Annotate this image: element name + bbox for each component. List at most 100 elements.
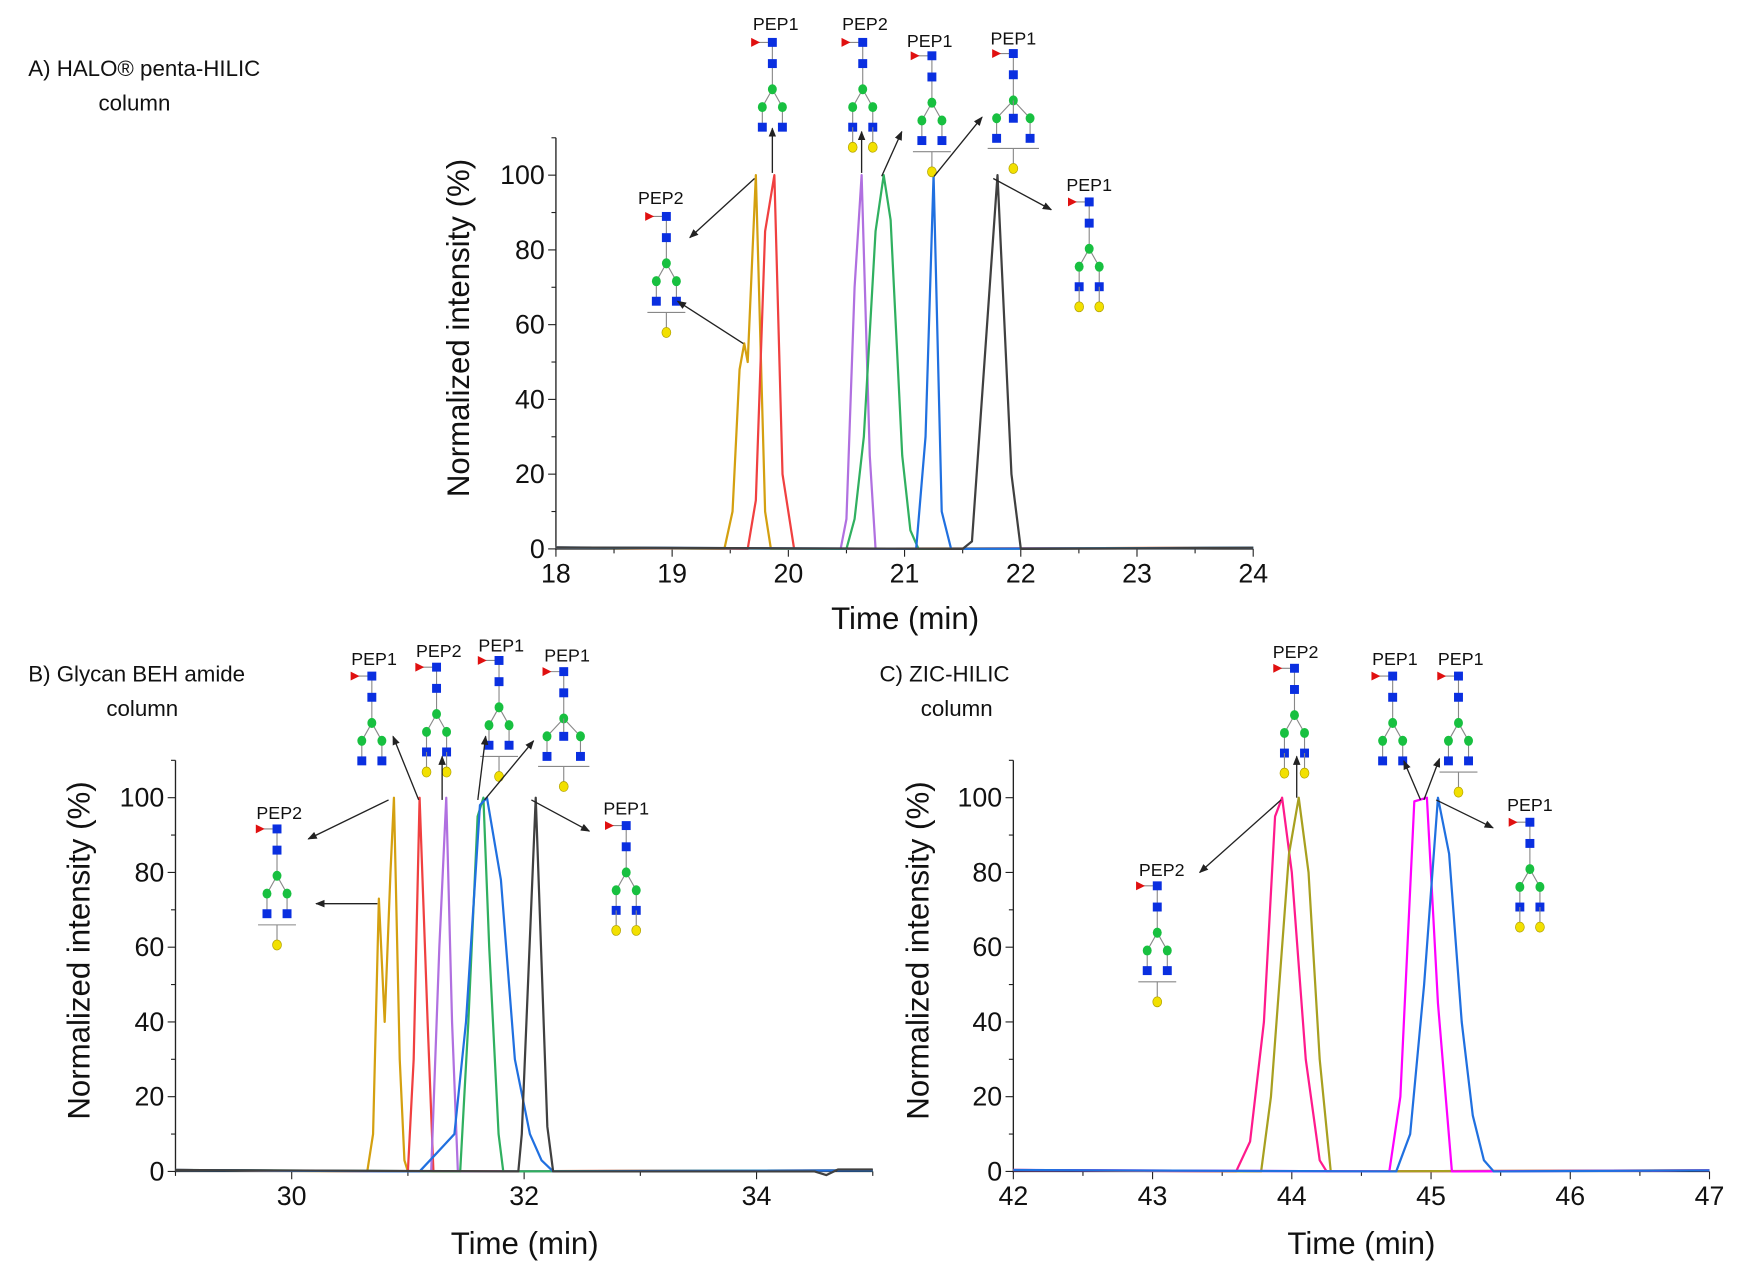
y-tick-label: 60 bbox=[515, 310, 545, 340]
x-axis-title: Time (min) bbox=[451, 1226, 599, 1261]
x-tick-label: 32 bbox=[509, 1181, 539, 1211]
series-line-4 bbox=[555, 174, 1254, 551]
series-line-5 bbox=[555, 174, 1254, 551]
peak-annotation-label: PEP1 bbox=[1066, 175, 1112, 195]
panel-title-line2: column bbox=[921, 696, 993, 721]
panel-title-line2: column bbox=[106, 696, 178, 721]
peak-annotation-label: PEP1 bbox=[544, 646, 590, 666]
y-tick-label: 20 bbox=[135, 1082, 165, 1112]
series-line-1 bbox=[175, 796, 873, 1173]
series-line-6 bbox=[175, 796, 873, 1177]
series-line-1 bbox=[555, 174, 1254, 551]
glycan-structure-icon bbox=[255, 824, 296, 951]
y-tick-label: 80 bbox=[515, 235, 545, 265]
glycan-structure-icon bbox=[415, 662, 452, 778]
x-tick-label: 20 bbox=[773, 558, 803, 588]
series-line-3 bbox=[555, 174, 1254, 551]
y-axis-title: Normalized intensity (%) bbox=[901, 781, 936, 1119]
series-line-1 bbox=[1013, 796, 1710, 1173]
glycan-structure-icon bbox=[605, 821, 642, 936]
glycan-structure-icon bbox=[751, 37, 787, 132]
x-tick-label: 45 bbox=[1416, 1181, 1446, 1211]
x-tick-label: 46 bbox=[1555, 1181, 1585, 1211]
annotation-arrow bbox=[392, 735, 420, 801]
glycan-structure-icon bbox=[987, 49, 1040, 174]
y-tick-label: 80 bbox=[972, 857, 1002, 887]
annotation-arrow bbox=[881, 130, 903, 177]
series-line-3 bbox=[1013, 796, 1710, 1173]
y-axis-title: Normalized intensity (%) bbox=[62, 781, 97, 1119]
x-tick-label: 19 bbox=[657, 558, 687, 588]
glycan-structure-icon bbox=[645, 211, 686, 338]
y-tick-label: 0 bbox=[149, 1156, 164, 1186]
annotation-arrow bbox=[1198, 799, 1282, 874]
panel-a: A) HALO® penta-HILIC column 0 20 40 60 80 100 18… bbox=[28, 14, 1268, 636]
x-tick-label: 42 bbox=[998, 1181, 1028, 1211]
annotation-arrow bbox=[484, 740, 535, 801]
annotation-arrow bbox=[1435, 799, 1494, 829]
annotation-arrow bbox=[689, 178, 755, 239]
glycan-structure-icon bbox=[1508, 817, 1545, 933]
y-tick-label: 100 bbox=[958, 783, 1003, 813]
x-tick-label: 18 bbox=[541, 558, 571, 588]
glycan-structure-icon bbox=[477, 656, 518, 782]
annotation-arrow bbox=[1403, 760, 1422, 801]
peak-annotation-label: PEP2 bbox=[1139, 860, 1185, 880]
peak-annotation-label: PEP2 bbox=[638, 188, 684, 208]
y-tick-label: 60 bbox=[972, 932, 1002, 962]
x-tick-label: 24 bbox=[1238, 558, 1268, 588]
y-axis-title: Normalized intensity (%) bbox=[441, 159, 476, 497]
panel-title: A) HALO® penta-HILIC bbox=[28, 56, 260, 81]
y-tick-label: 20 bbox=[515, 459, 545, 489]
glycan-structure-icon bbox=[841, 37, 878, 153]
panel-title: B) Glycan BEH amide bbox=[28, 662, 245, 687]
y-tick-label: 80 bbox=[135, 857, 165, 887]
annotation-arrow bbox=[676, 300, 744, 345]
glycan-structure-icon bbox=[1136, 881, 1177, 1008]
peak-annotation-label: PEP1 bbox=[1507, 795, 1553, 815]
x-tick-label: 30 bbox=[277, 1181, 307, 1211]
peak-annotation-label: PEP2 bbox=[1273, 642, 1319, 662]
annotation-arrow bbox=[531, 799, 591, 832]
series-line-2 bbox=[555, 174, 1254, 551]
annotation-arrow bbox=[933, 116, 983, 177]
peak-annotation-label: PEP1 bbox=[1438, 649, 1484, 669]
glycan-structure-icon bbox=[1068, 197, 1105, 313]
peak-annotation-label: PEP1 bbox=[603, 798, 649, 818]
glycan-structure-icon bbox=[538, 667, 590, 792]
x-tick-label: 23 bbox=[1122, 558, 1152, 588]
series-line-4 bbox=[175, 796, 873, 1173]
peak-annotation-label: PEP2 bbox=[256, 803, 302, 823]
y-tick-label: 20 bbox=[972, 1082, 1002, 1112]
peak-annotation-label: PEP1 bbox=[351, 649, 397, 669]
annotation-arrow bbox=[307, 799, 389, 840]
glycan-structure-icon bbox=[1371, 671, 1408, 766]
y-tick-label: 60 bbox=[135, 932, 165, 962]
series-line-4 bbox=[1013, 796, 1710, 1173]
peak-annotation-label: PEP1 bbox=[753, 14, 799, 34]
peak-annotation-label: PEP1 bbox=[1372, 649, 1418, 669]
y-tick-label: 0 bbox=[530, 534, 545, 564]
glycan-structure-icon bbox=[1437, 671, 1478, 798]
glycan-structure-icon bbox=[1273, 663, 1310, 779]
annotation-arrow bbox=[1423, 757, 1441, 801]
x-tick-label: 44 bbox=[1277, 1181, 1307, 1211]
y-tick-label: 0 bbox=[987, 1156, 1002, 1186]
x-tick-label: 43 bbox=[1138, 1181, 1168, 1211]
x-axis-title: Time (min) bbox=[831, 601, 979, 636]
x-tick-label: 21 bbox=[890, 558, 920, 588]
y-tick-label: 40 bbox=[135, 1007, 165, 1037]
y-tick-label: 100 bbox=[120, 783, 165, 813]
x-axis-title: Time (min) bbox=[1287, 1226, 1435, 1261]
glycan-structure-icon bbox=[350, 671, 387, 766]
x-tick-label: 34 bbox=[742, 1181, 772, 1211]
peak-annotation-label: PEP1 bbox=[907, 31, 953, 51]
glycan-structure-icon bbox=[910, 51, 951, 178]
y-tick-label: 40 bbox=[515, 384, 545, 414]
series-line-2 bbox=[1013, 796, 1710, 1173]
x-tick-label: 47 bbox=[1695, 1181, 1725, 1211]
peak-annotation-label: PEP1 bbox=[991, 29, 1037, 49]
peak-annotation-label: PEP2 bbox=[416, 641, 462, 661]
panel-c: C) ZIC-HILIC column 0 20 40 60 80 100 42 43 44 45 46… bbox=[879, 642, 1724, 1261]
